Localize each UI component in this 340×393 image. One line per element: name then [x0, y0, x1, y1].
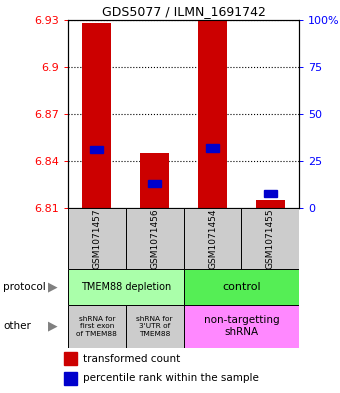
Bar	[82, 23, 111, 208]
Bar	[64, 372, 77, 385]
Bar	[184, 305, 299, 348]
Bar	[198, 20, 227, 208]
Bar	[126, 305, 184, 348]
Bar	[140, 153, 169, 208]
Bar	[148, 180, 161, 187]
Text: GSM1071455: GSM1071455	[266, 208, 275, 269]
Bar	[68, 269, 184, 305]
Text: ▶: ▶	[48, 280, 57, 294]
Text: GSM1071454: GSM1071454	[208, 209, 217, 269]
Bar	[241, 208, 299, 269]
Bar	[256, 200, 285, 208]
Text: shRNA for
first exon
of TMEM88: shRNA for first exon of TMEM88	[76, 316, 117, 337]
Text: ▶: ▶	[48, 320, 57, 333]
Text: protocol: protocol	[3, 282, 46, 292]
Text: TMEM88 depletion: TMEM88 depletion	[81, 282, 171, 292]
Text: transformed count: transformed count	[83, 354, 180, 364]
Text: control: control	[222, 282, 261, 292]
Bar	[68, 305, 126, 348]
Text: GSM1071457: GSM1071457	[92, 208, 101, 269]
Bar	[126, 208, 184, 269]
Text: non-targetting
shRNA: non-targetting shRNA	[204, 316, 279, 337]
Text: other: other	[3, 321, 31, 331]
Bar	[90, 146, 103, 153]
Text: shRNA for
3'UTR of
TMEM88: shRNA for 3'UTR of TMEM88	[136, 316, 173, 337]
Text: GSM1071456: GSM1071456	[150, 208, 159, 269]
Bar	[184, 208, 241, 269]
Title: GDS5077 / ILMN_1691742: GDS5077 / ILMN_1691742	[102, 6, 266, 18]
Bar	[206, 144, 219, 152]
Bar	[68, 208, 126, 269]
Bar	[184, 269, 299, 305]
Bar	[264, 189, 277, 197]
Text: percentile rank within the sample: percentile rank within the sample	[83, 373, 258, 383]
Bar	[64, 352, 77, 365]
